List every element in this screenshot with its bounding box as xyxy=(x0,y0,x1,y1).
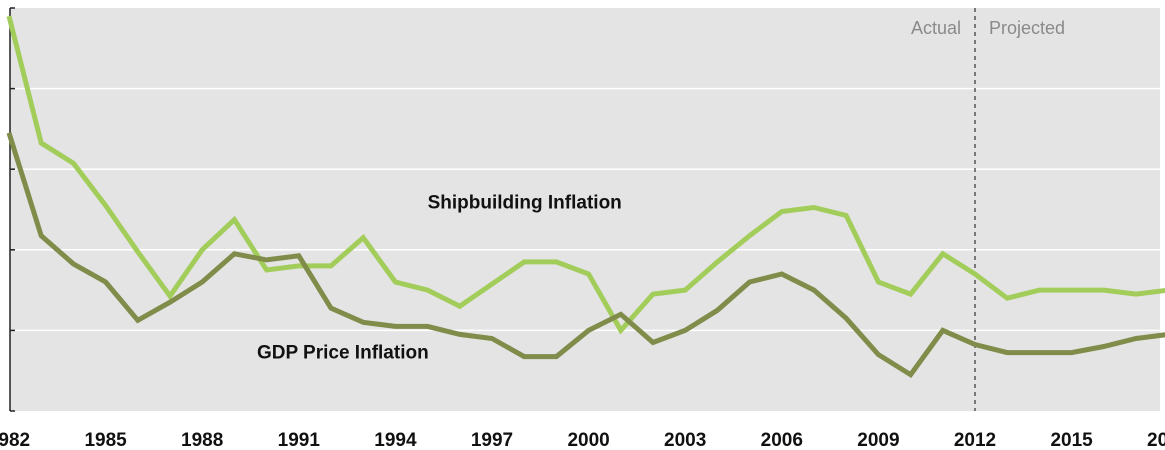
x-tick-label-2012: 2012 xyxy=(954,430,996,450)
x-tick-label-2006: 2006 xyxy=(761,430,803,450)
series-line-1 xyxy=(6,132,1165,379)
x-tick-label-1994: 1994 xyxy=(374,430,417,450)
x-tick-label-1985: 1985 xyxy=(84,430,127,450)
x-tick-label-1988: 1988 xyxy=(181,430,223,450)
x-tick-label-2003: 2003 xyxy=(664,430,706,450)
x-tick-label-2000: 2000 xyxy=(567,430,609,450)
series-line-0 xyxy=(6,15,1165,335)
actual-label: Actual xyxy=(911,18,961,38)
x-tick-label-2015: 2015 xyxy=(1050,430,1093,450)
gdp-series-label: GDP Price Inflation xyxy=(257,343,429,364)
y-axis-ticks xyxy=(10,7,15,412)
series-lines xyxy=(6,15,1165,379)
x-tick-label-2018: 2018 xyxy=(1147,430,1165,450)
x-tick-label-1991: 1991 xyxy=(278,430,321,450)
x-tick-label-1997: 1997 xyxy=(471,430,513,450)
projected-label: Projected xyxy=(989,18,1065,38)
x-axis-tick-labels: 1982 1985 1988 1991 1994 1997 2000 2003 2006 2009… xyxy=(0,430,1165,450)
x-tick-label-2009: 2009 xyxy=(857,430,899,450)
shipbuilding-series-label: Shipbuilding Inflation xyxy=(428,193,622,214)
x-tick-label-1982: 1982 xyxy=(0,430,30,450)
